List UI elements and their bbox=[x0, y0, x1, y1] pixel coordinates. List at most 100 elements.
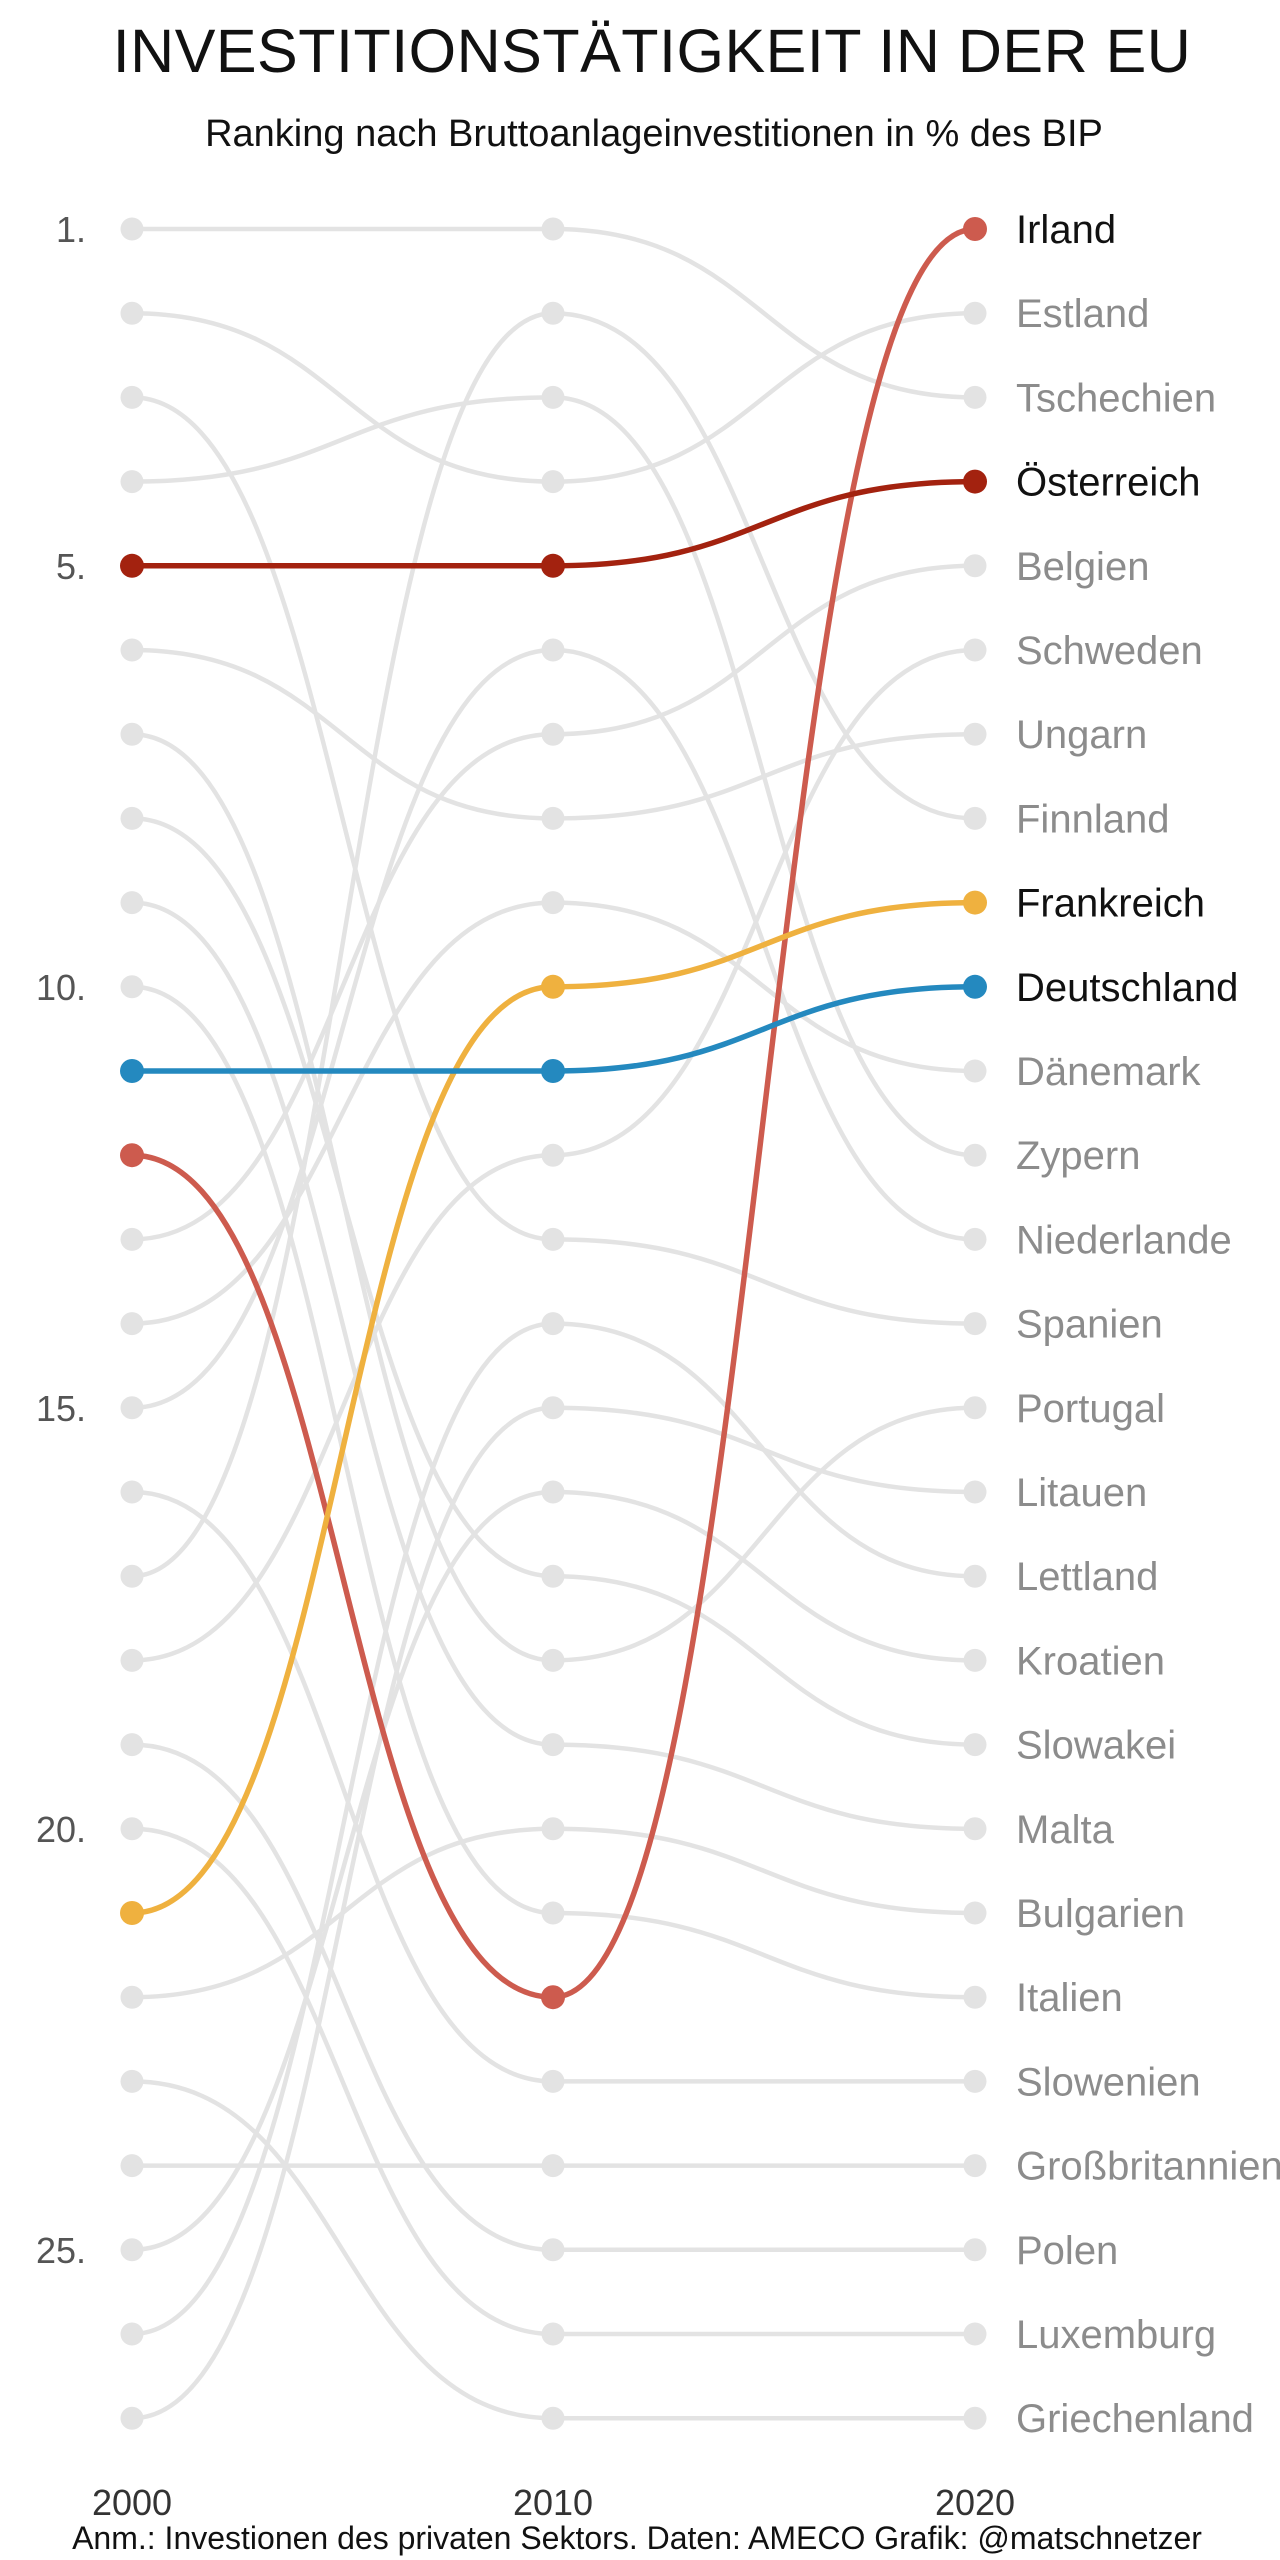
point-frankreich-2010 bbox=[541, 974, 565, 999]
point-malta-2000 bbox=[120, 891, 144, 915]
chart-subtitle: Ranking nach Bruttoanlageinvestitionen i… bbox=[205, 113, 1103, 155]
point-griechenland-2000 bbox=[120, 2069, 144, 2093]
country-label-malta: Malta bbox=[1016, 1808, 1115, 1852]
y-tick-label: 15. bbox=[36, 1388, 86, 1429]
x-tick-label: 2010 bbox=[513, 2482, 593, 2523]
series-line-irland bbox=[129, 226, 978, 2000]
y-tick-label: 20. bbox=[36, 1809, 86, 1850]
country-label-tschechien: Tschechien bbox=[1016, 376, 1216, 420]
point-grossbritannien-2010 bbox=[541, 2154, 565, 2178]
series-line-spanien bbox=[129, 395, 978, 1326]
country-label-deutschland: Deutschland bbox=[1016, 966, 1238, 1010]
series-line-zypern bbox=[129, 395, 978, 1158]
point-irland-2010 bbox=[541, 1985, 565, 2010]
highlight-lines bbox=[129, 226, 978, 2000]
country-label-polen: Polen bbox=[1016, 2229, 1118, 2273]
series-line-tschechien bbox=[129, 226, 978, 400]
point-portugal-2010 bbox=[541, 1648, 565, 1672]
point-schweden-2020 bbox=[963, 638, 987, 662]
country-label-portugal: Portugal bbox=[1016, 1387, 1165, 1431]
y-tick-label: 1. bbox=[56, 209, 86, 250]
point-belgien-2000 bbox=[120, 1227, 144, 1251]
point-italien-2020 bbox=[963, 1985, 987, 2009]
point-deutschland-2020 bbox=[963, 974, 987, 999]
point-niederlande-2000 bbox=[120, 1396, 144, 1420]
point-irland-2000 bbox=[120, 1143, 144, 1168]
x-axis: 2000 2010 2020 bbox=[92, 2482, 1015, 2523]
series-line-daenemark bbox=[129, 900, 978, 1326]
country-label-daenemark: Dänemark bbox=[1016, 1050, 1202, 1094]
country-label-luxemburg: Luxemburg bbox=[1016, 2313, 1216, 2357]
point-finnland-2000 bbox=[120, 1564, 144, 1588]
y-tick-label: 5. bbox=[56, 546, 86, 587]
point-belgien-2020 bbox=[963, 554, 987, 578]
point-luxemburg-2010 bbox=[541, 2322, 565, 2346]
point-daenemark-2020 bbox=[963, 1059, 987, 1083]
point-belgien-2010 bbox=[541, 722, 565, 746]
x-tick-label: 2020 bbox=[935, 2482, 1015, 2523]
series-line-malta bbox=[129, 900, 978, 1832]
point-estland-2020 bbox=[963, 301, 987, 325]
point-frankreich-2000 bbox=[120, 1901, 144, 1925]
point-oesterreich-2010 bbox=[541, 553, 565, 578]
country-label-slowakei: Slowakei bbox=[1016, 1724, 1176, 1768]
point-finnland-2010 bbox=[541, 301, 565, 325]
series-line-italien bbox=[129, 984, 978, 2000]
points bbox=[120, 217, 987, 2430]
country-label-belgien: Belgien bbox=[1016, 545, 1149, 589]
point-ungarn-2000 bbox=[120, 638, 144, 662]
point-irland-2020 bbox=[963, 217, 987, 241]
point-schweden-2010 bbox=[541, 1143, 565, 1167]
point-luxemburg-2000 bbox=[120, 1817, 144, 1841]
point-oesterreich-2000 bbox=[120, 553, 144, 578]
country-label-lettland: Lettland bbox=[1016, 1555, 1158, 1599]
series-line-lettland bbox=[129, 1321, 978, 2337]
point-deutschland-2010 bbox=[541, 1059, 565, 1083]
country-label-oesterreich: Österreich bbox=[1016, 461, 1201, 505]
point-malta-2020 bbox=[963, 1817, 987, 1841]
point-estland-2010 bbox=[541, 470, 565, 494]
point-spanien-2010 bbox=[541, 1227, 565, 1251]
point-lettland-2020 bbox=[963, 1564, 987, 1588]
y-tick-label: 25. bbox=[36, 2230, 86, 2271]
country-label-slowenien: Slowenien bbox=[1016, 2060, 1201, 2104]
point-italien-2000 bbox=[120, 975, 144, 999]
country-label-spanien: Spanien bbox=[1016, 1303, 1163, 1347]
series-line-litauen bbox=[129, 1405, 978, 2421]
point-ungarn-2020 bbox=[963, 722, 987, 746]
point-ungarn-2010 bbox=[541, 806, 565, 830]
country-label-zypern: Zypern bbox=[1016, 1134, 1141, 1178]
country-label-ungarn: Ungarn bbox=[1016, 713, 1147, 757]
country-labels: Irland Estland Tschechien Österreich Belgien… bbox=[1016, 208, 1280, 2441]
country-label-kroatien: Kroatien bbox=[1016, 1639, 1165, 1683]
point-finnland-2020 bbox=[963, 806, 987, 830]
point-spanien-2020 bbox=[963, 1312, 987, 1336]
footnote: Anm.: Investionen des privaten Sektors. … bbox=[72, 2520, 1202, 2556]
point-litauen-2020 bbox=[963, 1480, 987, 1504]
point-niederlande-2010 bbox=[541, 638, 565, 662]
point-frankreich-2020 bbox=[963, 890, 987, 915]
country-label-griechenland: Griechenland bbox=[1016, 2397, 1254, 2441]
y-tick-label: 10. bbox=[36, 967, 86, 1008]
point-kroatien-2020 bbox=[963, 1648, 987, 1672]
point-malta-2010 bbox=[541, 1733, 565, 1757]
point-slowakei-2020 bbox=[963, 1733, 987, 1757]
point-polen-2010 bbox=[541, 2238, 565, 2262]
country-label-schweden: Schweden bbox=[1016, 629, 1203, 673]
point-griechenland-2010 bbox=[541, 2406, 565, 2430]
series-line-slowenien bbox=[129, 1489, 978, 2084]
series-line-slowakei bbox=[129, 816, 978, 1747]
point-lettland-2000 bbox=[120, 2322, 144, 2346]
point-slowenien-2000 bbox=[120, 1480, 144, 1504]
series-line-polen bbox=[129, 1742, 978, 2253]
point-daenemark-2000 bbox=[120, 1312, 144, 1336]
point-zypern-2000 bbox=[120, 470, 144, 494]
country-label-estland: Estland bbox=[1016, 292, 1149, 336]
point-litauen-2010 bbox=[541, 1396, 565, 1420]
point-tschechien-2020 bbox=[963, 385, 987, 409]
point-slowenien-2010 bbox=[541, 2069, 565, 2093]
point-litauen-2000 bbox=[120, 2406, 144, 2430]
point-polen-2020 bbox=[963, 2238, 987, 2262]
point-oesterreich-2020 bbox=[963, 469, 987, 494]
point-estland-2000 bbox=[120, 301, 144, 325]
